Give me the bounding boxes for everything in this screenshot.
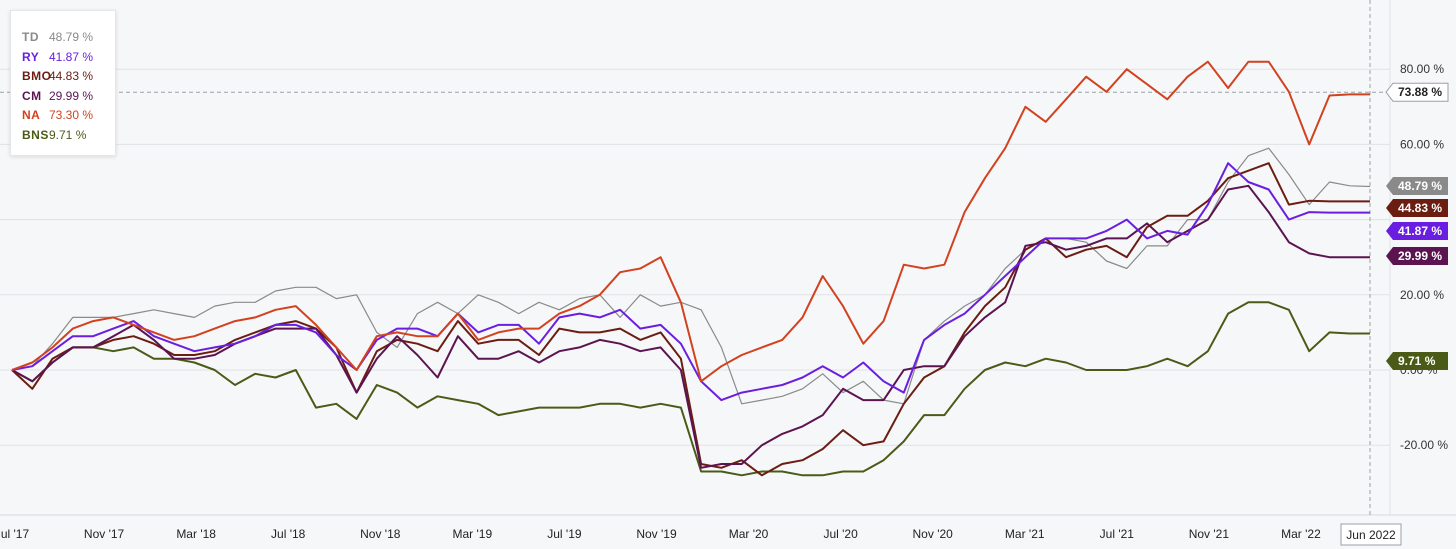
x-tick-label: Mar '22 — [1281, 527, 1321, 541]
x-tick-label: Nov '21 — [1189, 527, 1230, 541]
last-value-tag-bmo: 44.83 % — [1386, 199, 1448, 217]
series-line-na[interactable] — [11, 60, 1370, 383]
current-date-box — [1340, 523, 1402, 546]
legend-item-bns[interactable]: BNS9.71 % — [22, 126, 115, 146]
x-tick-label: Nov '20 — [913, 527, 954, 541]
tag-shape — [1386, 177, 1448, 195]
tag-shape — [1386, 199, 1448, 217]
x-axis: Jul '17 Nov '17 Mar '18 Jul '18 Nov '18 Mar '… — [0, 523, 1402, 546]
legend-ticker: CM — [22, 88, 42, 103]
legend-ticker: TD — [22, 30, 39, 44]
y-tick-label: -20.00 % — [1400, 438, 1448, 452]
x-tick-label: Nov '17 — [84, 527, 125, 541]
tag-shape — [1385, 82, 1449, 102]
tag-label: 73.88 % — [1398, 85, 1442, 99]
legend-item-bmo[interactable]: BMO44.83 % — [22, 67, 115, 87]
legend-item-ry[interactable]: RY 41.87 % — [22, 48, 115, 68]
x-tick-label: Mar '21 — [1005, 527, 1045, 541]
legend-ticker: BNS — [22, 127, 49, 142]
tag-shape — [1386, 247, 1448, 265]
x-tick-label: Jul '21 — [1100, 527, 1135, 541]
x-tick-label: Mar '20 — [729, 527, 769, 541]
series-line-ry[interactable] — [11, 162, 1370, 402]
x-tick-label: Jul '18 — [271, 527, 306, 541]
legend: TD 48.79 % RY 41.87 % BMO44.83 % CM 29.99 %… — [10, 10, 116, 156]
last-value-tag-cm: 29.99 % — [1386, 247, 1448, 265]
x-tick-label: Jul '19 — [547, 527, 582, 541]
x-tick-label: Jul '20 — [823, 527, 858, 541]
legend-value: 41.87 % — [49, 49, 94, 64]
x-tick-label: Nov '19 — [636, 527, 677, 541]
legend-item-cm[interactable]: CM 29.99 % — [22, 87, 115, 107]
last-value-tag-td: 48.79 % — [1386, 177, 1448, 195]
series-layer — [11, 60, 1371, 477]
x-tick-label: Mar '19 — [453, 527, 493, 541]
crosshair-value-tag: 73.88 % — [1385, 82, 1449, 102]
tag-label: 29.99 % — [1398, 249, 1442, 263]
tag-shape — [1386, 222, 1448, 240]
tag-shape — [1386, 352, 1448, 370]
legend-value: 9.71 % — [49, 127, 87, 142]
x-tick-label: Nov '18 — [360, 527, 401, 541]
legend-item-td[interactable]: TD 48.79 % — [22, 28, 115, 48]
legend-value: 44.83 % — [49, 69, 94, 83]
y-axis: -20.00 %0.00 %20.00 %60.00 %80.00 % — [1400, 62, 1448, 452]
y-tick-label: 20.00 % — [1400, 288, 1444, 302]
tag-label: 48.79 % — [1398, 179, 1442, 193]
y-tick-label: 80.00 % — [1400, 62, 1444, 76]
x-tick-label: Mar '18 — [176, 527, 216, 541]
legend-value: 48.79 % — [49, 30, 94, 44]
series-line-bmo[interactable] — [11, 162, 1370, 477]
last-value-tag-bns: 9.71 % — [1386, 352, 1448, 370]
legend-ticker: BMO — [22, 69, 52, 83]
series-line-bns[interactable] — [11, 301, 1370, 477]
legend-value: 29.99 % — [49, 88, 94, 103]
tag-label: 9.71 % — [1398, 354, 1436, 368]
legend-ticker: RY — [22, 49, 40, 64]
legend-item-na[interactable]: NA 73.30 % — [22, 106, 115, 126]
series-line-td[interactable] — [11, 147, 1371, 405]
x-tick-label: Jul '17 — [0, 527, 29, 541]
last-value-tag-ry: 41.87 % — [1386, 222, 1448, 240]
tag-label: 44.83 % — [1398, 201, 1442, 215]
legend-value: 73.30 % — [49, 108, 94, 122]
tag-label: 41.87 % — [1398, 224, 1442, 238]
current-date-tag: Jun 2022 — [1340, 523, 1402, 546]
last-value-tags: 73.88 % 48.79 % 41.87 % 44.83 % 29.99 % 9.71 … — [1385, 82, 1449, 370]
legend-ticker: NA — [22, 108, 41, 122]
y-tick-label: 60.00 % — [1400, 137, 1444, 151]
current-date-label: Jun 2022 — [1346, 528, 1396, 542]
